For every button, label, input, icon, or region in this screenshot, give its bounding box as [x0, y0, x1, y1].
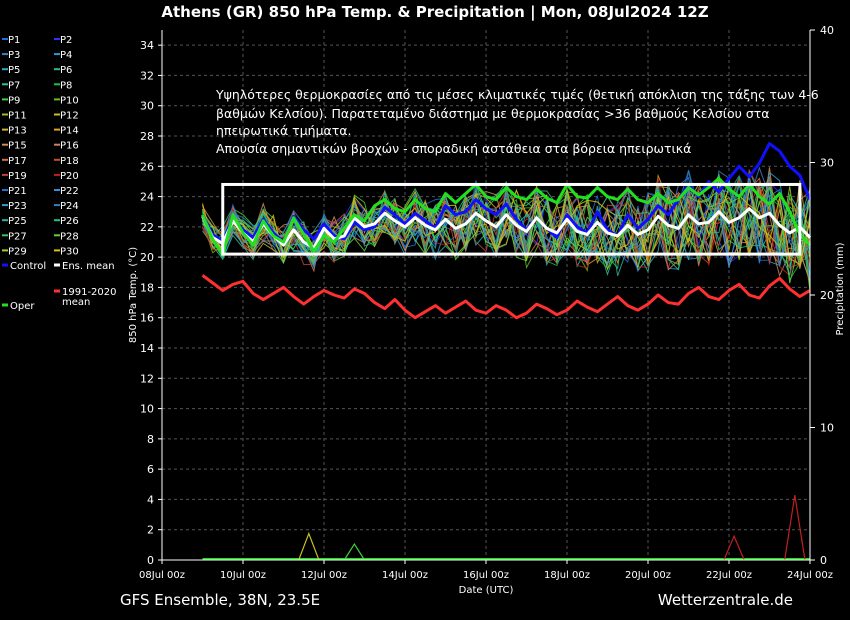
- y2-tick-label: 0: [820, 554, 827, 567]
- y-tick-label: 32: [140, 69, 154, 82]
- series-line-1991-2020-mean: [201, 274, 811, 320]
- y-tick-label: 12: [140, 372, 154, 385]
- legend-label-p10: P10: [60, 95, 79, 106]
- y-axis-label: 850 hPa Temp. (°C): [128, 247, 139, 343]
- y-tick-label: 16: [140, 312, 154, 325]
- x-tick-label: 18Jul 00z: [544, 570, 590, 581]
- legend-label-p14: P14: [60, 126, 79, 137]
- annotation-line-2: βαθμών Κελσίου). Παρατεταμένο διάστημα μ…: [216, 106, 770, 121]
- legend-label-p17: P17: [8, 156, 27, 167]
- annotation-text: Υψηλότερες θερμοκρασίες από τις μέσες κλ…: [215, 87, 819, 156]
- legend-label-ens-mean: Ens. mean: [62, 261, 115, 272]
- series-line-control: [201, 142, 812, 244]
- member-line-p27: [202, 180, 811, 270]
- y2-tick-label: 20: [820, 289, 834, 302]
- series-line-oper: [201, 176, 812, 258]
- x-tick-label: 14Jul 00z: [382, 570, 428, 581]
- legend-label-p12: P12: [60, 111, 79, 122]
- y-tick-label: 0: [147, 554, 154, 567]
- y-tick-label: 10: [140, 403, 154, 416]
- annotation-line-1: Υψηλότερες θερμοκρασίες από τις μέσες κλ…: [215, 87, 819, 102]
- y-tick-label: 30: [140, 100, 154, 113]
- y-tick-label: 24: [140, 191, 154, 204]
- y2-tick-label: 30: [820, 157, 834, 170]
- legend-label-p13: P13: [8, 126, 27, 137]
- y2-tick-label: 40: [820, 24, 834, 37]
- legend: P1 P2 P3 P4 P5 P6 P7 P8 P9 P10 P11 P12 P13 P14 P15 P16 P…: [2, 35, 117, 312]
- x-tick-label: 12Jul 00z: [301, 570, 347, 581]
- legend-label-p29: P29: [8, 246, 27, 257]
- legend-label-p5: P5: [8, 65, 20, 76]
- y-tick-label: 2: [147, 524, 154, 537]
- x-tick-label: 08Jul 00z: [139, 570, 185, 581]
- legend-label-p19: P19: [8, 171, 27, 182]
- legend-label-p23: P23: [8, 201, 27, 212]
- legend-label-p18: P18: [60, 156, 79, 167]
- y-tick-label: 20: [140, 251, 154, 264]
- footer-source: GFS Ensemble, 38N, 23.5E: [120, 591, 320, 609]
- y-tick-label: 14: [140, 342, 154, 355]
- precip-event-0: [298, 531, 320, 561]
- member-line-p22: [202, 184, 811, 270]
- legend-label-1991-2020-line2: mean: [62, 297, 90, 308]
- series-line-ens-mean: [201, 207, 812, 250]
- legend-label-p25: P25: [8, 216, 27, 227]
- x-tick-label: 22Jul 00z: [706, 570, 752, 581]
- legend-label-p20: P20: [60, 171, 79, 182]
- precipitation-layer: [202, 494, 810, 561]
- precip-event-2: [723, 534, 745, 561]
- x-tick-label: 24Jul 00z: [787, 570, 833, 581]
- legend-label-p28: P28: [60, 231, 79, 242]
- legend-label-p9: P9: [8, 95, 20, 106]
- precip-event-3: [784, 494, 806, 561]
- y-tick-label: 26: [140, 160, 154, 173]
- chart-title: Athens (GR) 850 hPa Temp. & Precipitatio…: [161, 3, 708, 22]
- legend-label-control: Control: [10, 261, 46, 272]
- legend-label-p16: P16: [60, 141, 79, 152]
- legend-label-p26: P26: [60, 216, 79, 227]
- x-tick-label: 20Jul 00z: [625, 570, 671, 581]
- legend-label-1991-2020: 1991-2020: [62, 287, 117, 298]
- legend-label-p15: P15: [8, 141, 27, 152]
- x-axis-label: Date (UTC): [459, 585, 514, 596]
- legend-label-p30: P30: [60, 246, 79, 257]
- x-tick-label: 16Jul 00z: [463, 570, 509, 581]
- y2-axis-label: Precipitation (mm): [835, 242, 846, 335]
- y-tick-label: 34: [140, 39, 154, 52]
- x-tick-label: 10Jul 00z: [220, 570, 266, 581]
- y-tick-label: 18: [140, 281, 154, 294]
- legend-label-p2: P2: [60, 35, 72, 46]
- legend-label-p6: P6: [60, 65, 72, 76]
- precip-event-1: [343, 542, 366, 561]
- legend-label-p24: P24: [60, 201, 79, 212]
- annotation-line-4: Απουσία σημαντικών βροχών - σποραδική ασ…: [216, 141, 691, 156]
- footer-brand: Wetterzentrale.de: [658, 591, 793, 609]
- y2-tick-label: 10: [820, 422, 834, 435]
- member-line-p29: [202, 177, 811, 272]
- legend-label-p11: P11: [8, 111, 27, 122]
- legend-label-p3: P3: [8, 50, 20, 61]
- legend-label-p4: P4: [60, 50, 72, 61]
- y-tick-label: 8: [147, 433, 154, 446]
- legend-label-p8: P8: [60, 80, 72, 91]
- y-tick-label: 22: [140, 221, 154, 234]
- legend-label-p7: P7: [8, 80, 20, 91]
- y-tick-label: 6: [147, 463, 154, 476]
- y-tick-label: 28: [140, 130, 154, 143]
- legend-label-p1: P1: [8, 35, 20, 46]
- highlight-box: [221, 182, 802, 256]
- annotation-line-3: ηπειρωτικά τμήματα.: [216, 123, 352, 138]
- legend-label-oper: Oper: [10, 301, 35, 312]
- legend-label-p22: P22: [60, 186, 79, 197]
- main-series: [201, 142, 812, 320]
- y-tick-label: 4: [147, 493, 154, 506]
- legend-label-p27: P27: [8, 231, 27, 242]
- legend-label-p21: P21: [8, 186, 27, 197]
